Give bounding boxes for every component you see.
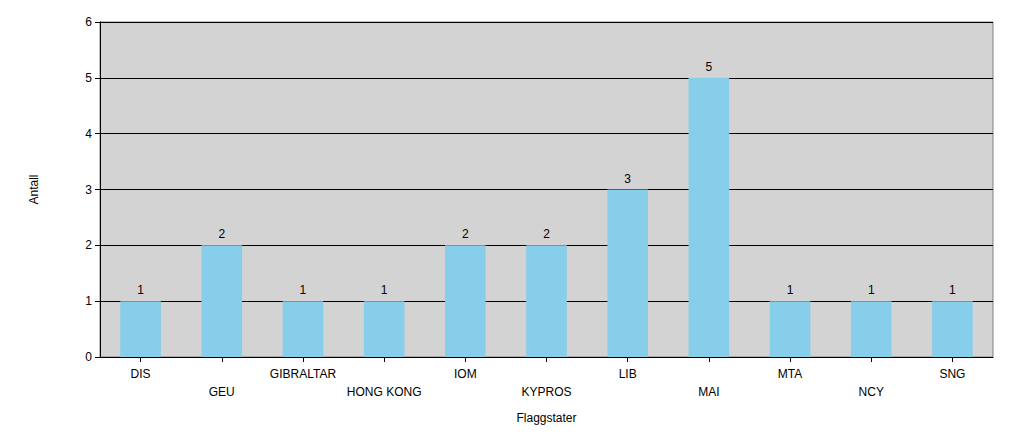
svg-text:1: 1 bbox=[787, 283, 794, 297]
svg-text:5: 5 bbox=[706, 60, 713, 74]
svg-text:MTA: MTA bbox=[778, 367, 802, 381]
svg-text:1: 1 bbox=[137, 283, 144, 297]
svg-text:NCY: NCY bbox=[859, 385, 884, 399]
svg-text:1: 1 bbox=[300, 283, 307, 297]
svg-text:0: 0 bbox=[85, 350, 92, 364]
svg-text:GIBRALTAR: GIBRALTAR bbox=[270, 367, 337, 381]
svg-text:HONG KONG: HONG KONG bbox=[347, 385, 422, 399]
svg-text:2: 2 bbox=[462, 227, 469, 241]
svg-text:DIS: DIS bbox=[131, 367, 151, 381]
svg-text:6: 6 bbox=[85, 15, 92, 29]
svg-text:IOM: IOM bbox=[454, 367, 477, 381]
svg-text:KYPROS: KYPROS bbox=[521, 385, 571, 399]
svg-text:2: 2 bbox=[543, 227, 550, 241]
svg-text:2: 2 bbox=[85, 238, 92, 252]
svg-text:1: 1 bbox=[868, 283, 875, 297]
svg-text:SNG: SNG bbox=[939, 367, 965, 381]
svg-text:GEU: GEU bbox=[209, 385, 235, 399]
svg-text:1: 1 bbox=[381, 283, 388, 297]
svg-text:1: 1 bbox=[85, 294, 92, 308]
svg-text:Antall: Antall bbox=[27, 174, 41, 204]
svg-text:2: 2 bbox=[218, 227, 225, 241]
svg-text:4: 4 bbox=[85, 127, 92, 141]
svg-text:LIB: LIB bbox=[619, 367, 637, 381]
svg-text:3: 3 bbox=[624, 172, 631, 186]
svg-text:1: 1 bbox=[949, 283, 956, 297]
svg-text:5: 5 bbox=[85, 71, 92, 85]
svg-text:3: 3 bbox=[85, 183, 92, 197]
svg-text:Flaggstater: Flaggstater bbox=[516, 411, 576, 425]
svg-text:MAI: MAI bbox=[698, 385, 719, 399]
